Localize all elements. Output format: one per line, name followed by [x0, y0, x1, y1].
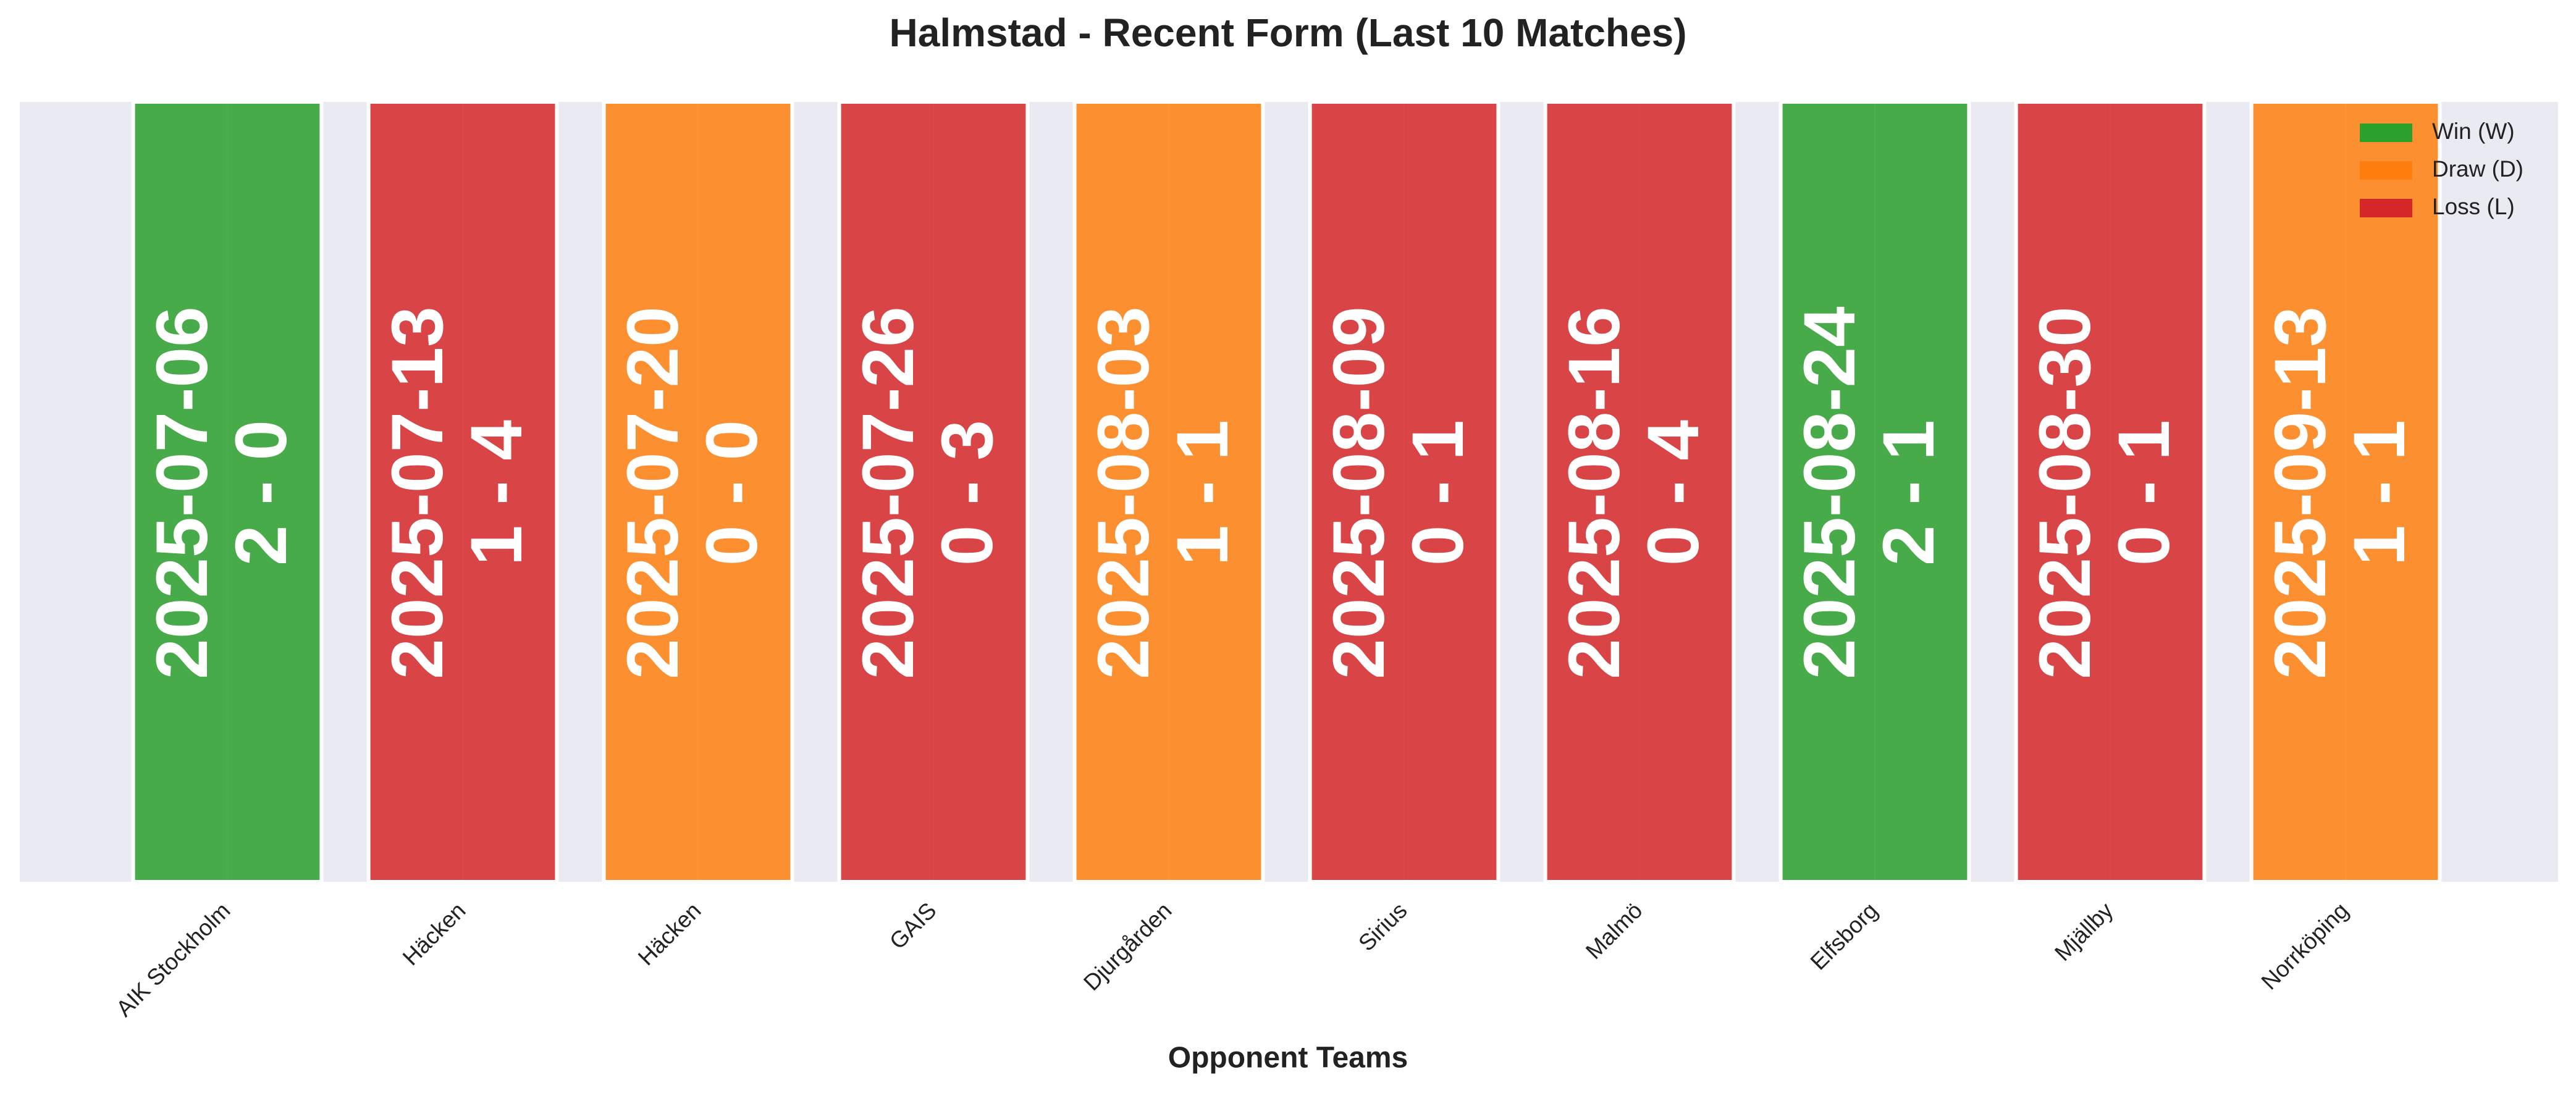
legend-label: Draw (D)	[2432, 156, 2523, 182]
match-score: 1 - 4	[456, 420, 537, 566]
x-tick-label: Häcken	[398, 898, 471, 971]
match-date: 2025-07-06	[141, 306, 223, 679]
x-tick-label: Sirius	[1353, 898, 1412, 956]
result-bar	[837, 100, 1030, 884]
x-tick-label: Djurgården	[1079, 898, 1176, 995]
result-bar	[131, 100, 324, 884]
match-score: 0 - 3	[927, 420, 1008, 566]
match-score: 2 - 1	[1868, 420, 1950, 566]
x-tick-label: AIK Stockholm	[111, 898, 235, 1022]
match-score: 0 - 1	[1397, 420, 1479, 566]
match-score: 2 - 0	[221, 420, 302, 566]
result-bar	[1543, 100, 1736, 884]
match-date: 2025-08-03	[1083, 306, 1164, 679]
legend-swatch	[2360, 199, 2412, 217]
match-date: 2025-08-09	[1318, 306, 1400, 679]
legend-swatch	[2360, 161, 2412, 180]
match-date: 2025-07-20	[612, 306, 694, 679]
x-tick-label: Norrköping	[2257, 898, 2354, 995]
legend-swatch	[2360, 124, 2412, 142]
match-score: 0 - 1	[2103, 420, 2185, 566]
match-date: 2025-08-24	[1789, 306, 1871, 679]
match-date: 2025-09-13	[2260, 306, 2341, 679]
x-axis-label: Opponent Teams	[1168, 1042, 1408, 1074]
match-score: 0 - 0	[691, 420, 773, 566]
match-score: 1 - 1	[1162, 420, 1244, 566]
result-bar	[1072, 100, 1265, 884]
x-tick-label: Häcken	[633, 898, 706, 971]
match-date: 2025-07-13	[377, 306, 458, 679]
result-bar	[1778, 100, 1971, 884]
x-tick-label: Mjällby	[2050, 897, 2118, 966]
x-tick-label: GAIS	[885, 898, 941, 955]
x-tick-label: Elfsborg	[1806, 898, 1883, 975]
result-bar	[602, 100, 794, 884]
chart-title: Halmstad - Recent Form (Last 10 Matches)	[890, 10, 1687, 55]
result-bar	[2014, 100, 2207, 884]
x-tick-label: Malmö	[1581, 898, 1648, 965]
match-score: 0 - 4	[1633, 420, 1714, 566]
match-date: 2025-08-16	[1554, 306, 1635, 679]
match-date: 2025-08-30	[2024, 306, 2106, 679]
result-bar	[366, 100, 559, 884]
match-score: 1 - 1	[2339, 420, 2420, 566]
legend-label: Loss (L)	[2432, 194, 2515, 219]
result-bar	[2249, 100, 2442, 884]
legend-label: Win (W)	[2432, 119, 2515, 144]
match-date: 2025-07-26	[848, 306, 929, 679]
result-bar	[1308, 100, 1501, 884]
